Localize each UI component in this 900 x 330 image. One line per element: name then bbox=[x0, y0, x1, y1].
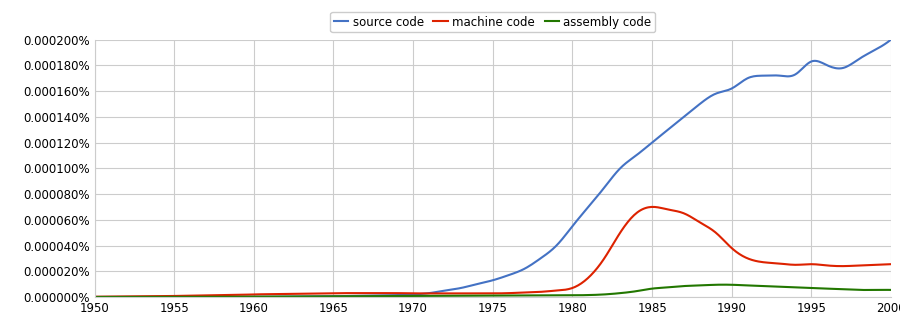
assembly code bbox=[886, 288, 896, 292]
source code bbox=[467, 283, 478, 287]
assembly code bbox=[743, 283, 754, 287]
source code bbox=[520, 266, 531, 270]
machine code bbox=[89, 295, 100, 299]
source code bbox=[742, 76, 752, 80]
assembly code bbox=[563, 293, 574, 297]
assembly code bbox=[89, 295, 100, 299]
machine code bbox=[472, 291, 483, 295]
assembly code bbox=[520, 294, 531, 298]
machine code bbox=[648, 205, 659, 209]
machine code bbox=[886, 262, 896, 266]
source code bbox=[886, 38, 896, 42]
Line: machine code: machine code bbox=[94, 207, 891, 297]
machine code bbox=[868, 263, 878, 267]
Legend: source code, machine code, assembly code: source code, machine code, assembly code bbox=[330, 12, 655, 32]
Line: assembly code: assembly code bbox=[94, 285, 891, 297]
assembly code bbox=[467, 294, 478, 298]
Line: source code: source code bbox=[94, 40, 891, 297]
machine code bbox=[743, 257, 754, 261]
source code bbox=[89, 295, 100, 299]
machine code bbox=[467, 291, 478, 295]
machine code bbox=[520, 290, 531, 294]
assembly code bbox=[472, 294, 483, 298]
machine code bbox=[563, 287, 574, 291]
source code bbox=[563, 229, 574, 233]
source code bbox=[867, 50, 877, 53]
assembly code bbox=[868, 288, 878, 292]
assembly code bbox=[718, 283, 729, 287]
source code bbox=[472, 282, 483, 286]
